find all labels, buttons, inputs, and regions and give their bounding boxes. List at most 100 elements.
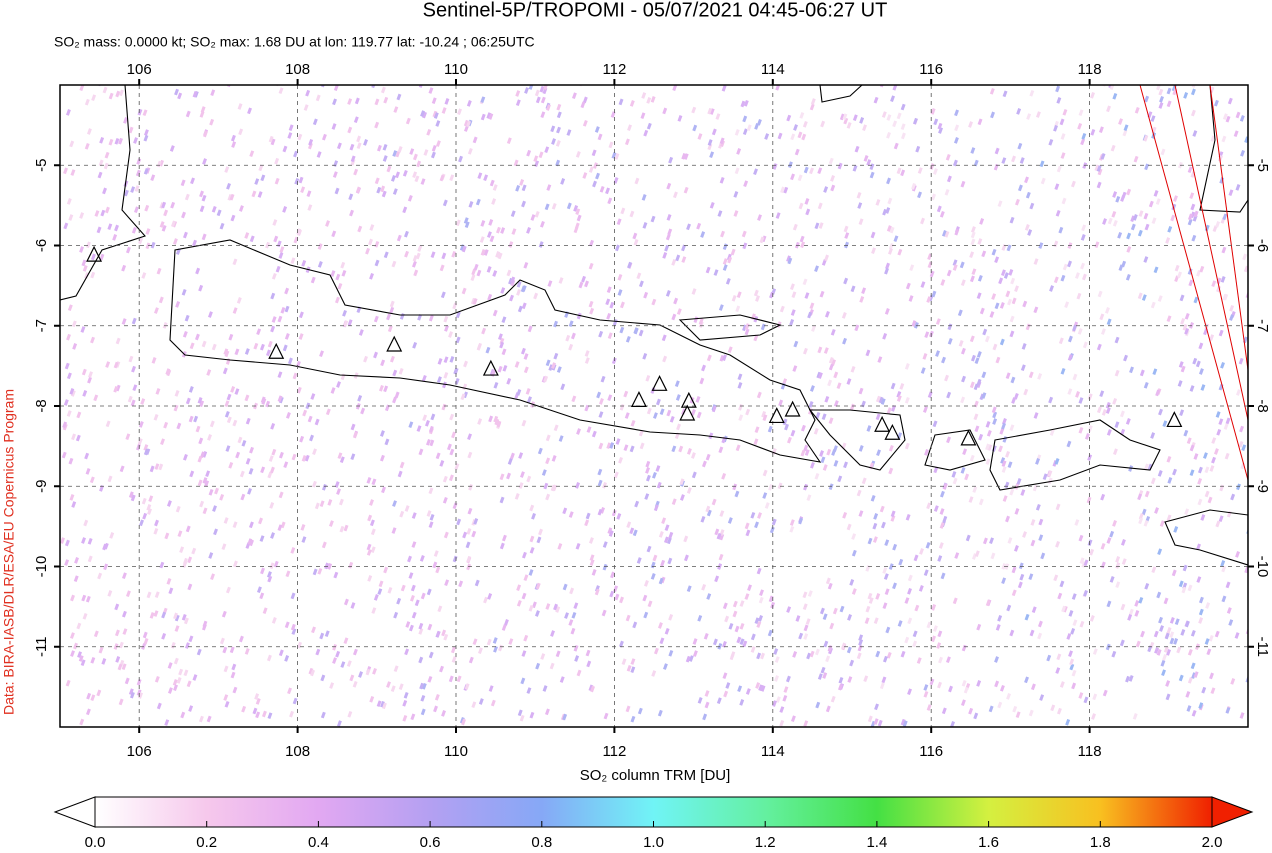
noise-pixel bbox=[660, 559, 666, 567]
noise-pixel bbox=[146, 591, 152, 599]
noise-pixel bbox=[609, 301, 615, 309]
noise-pixel bbox=[931, 290, 937, 298]
noise-pixel bbox=[976, 623, 982, 631]
noise-pixel bbox=[68, 214, 74, 221]
noise-pixel bbox=[1092, 693, 1098, 701]
noise-pixel bbox=[782, 418, 788, 426]
colorbar-tick-label: 0.2 bbox=[196, 834, 217, 851]
noise-pixel bbox=[233, 560, 238, 568]
noise-pixel bbox=[644, 493, 650, 500]
noise-pixel bbox=[543, 375, 549, 383]
noise-pixel bbox=[392, 369, 398, 377]
noise-pixel bbox=[1154, 647, 1159, 654]
lon-tick-label: 118 bbox=[1078, 61, 1102, 78]
noise-pixel bbox=[755, 682, 761, 689]
noise-pixel bbox=[896, 391, 902, 398]
noise-pixel bbox=[892, 582, 897, 590]
noise-pixel bbox=[441, 629, 447, 637]
noise-pixel bbox=[143, 637, 149, 645]
noise-pixel bbox=[190, 177, 195, 185]
noise-pixel bbox=[768, 483, 773, 491]
noise-pixel bbox=[730, 651, 736, 658]
noise-pixel bbox=[641, 92, 647, 99]
noise-pixel bbox=[523, 353, 529, 360]
noise-pixel bbox=[647, 600, 653, 608]
noise-pixel bbox=[142, 631, 148, 639]
noise-pixel bbox=[404, 505, 410, 512]
noise-pixel bbox=[865, 605, 871, 613]
noise-pixel bbox=[1009, 629, 1015, 637]
noise-pixel bbox=[170, 201, 176, 209]
noise-pixel bbox=[740, 100, 746, 108]
noise-pixel bbox=[672, 85, 678, 92]
noise-pixel bbox=[638, 329, 644, 337]
noise-pixel bbox=[1158, 102, 1164, 109]
noise-pixel bbox=[86, 128, 92, 135]
noise-pixel bbox=[881, 676, 887, 684]
noise-pixel bbox=[1078, 426, 1084, 434]
noise-pixel bbox=[176, 677, 182, 684]
noise-pixel bbox=[347, 319, 353, 326]
noise-pixel bbox=[597, 508, 603, 516]
noise-pixel bbox=[1147, 463, 1153, 471]
noise-pixel bbox=[591, 430, 597, 438]
lon-tick-label: 108 bbox=[285, 61, 310, 78]
noise-pixel bbox=[858, 639, 864, 646]
noise-pixel bbox=[173, 238, 178, 245]
noise-pixel bbox=[1191, 85, 1197, 88]
noise-pixel bbox=[1209, 334, 1215, 341]
noise-pixel bbox=[926, 704, 932, 711]
noise-pixel bbox=[550, 484, 556, 492]
noise-pixel bbox=[1053, 124, 1058, 132]
noise-pixel bbox=[662, 107, 668, 115]
noise-pixel bbox=[930, 108, 936, 115]
noise-pixel bbox=[697, 614, 703, 622]
noise-pixel bbox=[882, 332, 888, 340]
noise-pixel bbox=[286, 412, 291, 419]
lon-tick-label: 106 bbox=[127, 61, 152, 78]
noise-pixel bbox=[758, 615, 763, 622]
noise-pixel bbox=[658, 577, 664, 585]
noise-pixel bbox=[1144, 223, 1150, 231]
noise-pixel bbox=[1165, 693, 1171, 701]
noise-pixel bbox=[301, 536, 307, 543]
noise-pixel bbox=[521, 592, 527, 600]
noise-pixel bbox=[1019, 157, 1025, 164]
noise-pixel bbox=[337, 282, 343, 290]
noise-pixel bbox=[173, 684, 178, 692]
noise-pixel bbox=[553, 424, 559, 432]
noise-pixel bbox=[719, 510, 725, 517]
noise-pixel bbox=[90, 694, 96, 702]
noise-pixel bbox=[408, 624, 414, 632]
noise-pixel bbox=[137, 108, 143, 116]
noise-pixel bbox=[1138, 210, 1144, 217]
noise-pixel bbox=[617, 273, 623, 281]
noise-pixel bbox=[681, 256, 687, 263]
noise-pixel bbox=[718, 446, 724, 454]
noise-pixel bbox=[442, 381, 447, 389]
noise-pixel bbox=[145, 228, 151, 235]
noise-pixel bbox=[800, 241, 806, 249]
noise-pixel bbox=[284, 655, 290, 662]
noise-pixel bbox=[830, 328, 836, 336]
noise-pixel bbox=[706, 593, 712, 600]
noise-pixel bbox=[1193, 671, 1199, 678]
noise-pixel bbox=[1210, 687, 1216, 695]
noise-pixel bbox=[607, 394, 613, 402]
noise-pixel bbox=[1089, 548, 1095, 556]
noise-pixel bbox=[742, 640, 748, 648]
lon-tick-label: 112 bbox=[602, 61, 626, 78]
noise-pixel bbox=[811, 325, 816, 332]
noise-pixel bbox=[529, 711, 535, 719]
noise-pixel bbox=[468, 201, 474, 208]
noise-pixel bbox=[149, 465, 155, 473]
swath-edge bbox=[1209, 85, 1248, 371]
noise-pixel bbox=[947, 323, 953, 331]
volcano bbox=[86, 245, 103, 262]
noise-pixel bbox=[904, 442, 910, 450]
noise-pixel bbox=[420, 708, 426, 716]
noise-pixel bbox=[636, 557, 642, 564]
noise-pixel bbox=[750, 646, 756, 653]
noise-pixel bbox=[1001, 460, 1007, 468]
noise-pixel bbox=[1191, 709, 1197, 717]
